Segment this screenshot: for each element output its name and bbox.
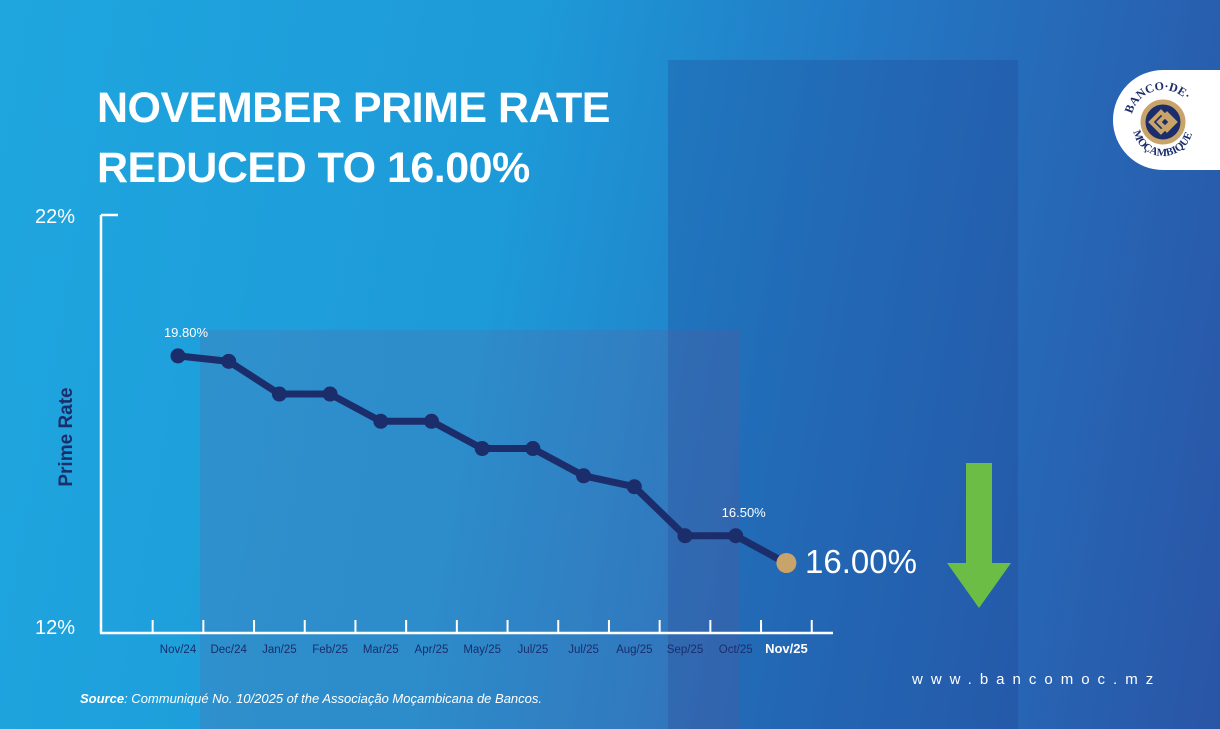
down-arrow-icon: [947, 463, 1011, 608]
title-line-2: REDUCED TO 16.00%: [97, 144, 530, 192]
data-point: [271, 386, 287, 402]
x-tick-label: Jul/25: [568, 644, 599, 656]
source-label: Source: [80, 691, 125, 706]
data-point: [474, 441, 490, 457]
x-tick-label: Nov/25: [765, 641, 808, 656]
source-text: : Communiqué No. 10/2025 of the Associaç…: [124, 691, 543, 706]
highlight-value-label: 16.00%: [805, 543, 917, 580]
title-line-1: NOVEMBER PRIME RATE: [97, 84, 610, 132]
x-tick-label: Aug/25: [616, 644, 652, 656]
data-point: [626, 479, 642, 495]
y-axis-label: Prime Rate: [56, 387, 77, 486]
x-tick-label: Nov/24: [160, 644, 197, 656]
data-point: [525, 441, 541, 457]
x-tick-label: Jul/25: [518, 644, 549, 656]
data-point: [677, 528, 693, 544]
website-link[interactable]: www.bancomoc.mz: [912, 671, 1162, 688]
data-point: [373, 413, 389, 429]
x-tick-label: May/25: [463, 644, 501, 656]
x-tick-label: Oct/25: [719, 644, 753, 656]
data-point: [170, 348, 186, 364]
x-tick-label: Dec/24: [210, 644, 247, 656]
data-point: [221, 353, 237, 369]
data-point: [576, 468, 592, 484]
x-tick-label: Feb/25: [312, 644, 348, 656]
y-tick-bottom: 12%: [35, 617, 75, 639]
data-label: 16.50%: [722, 505, 767, 520]
y-tick-top: 22%: [35, 206, 75, 228]
x-tick-label: Sep/25: [667, 644, 703, 656]
x-tick-label: Mar/25: [363, 644, 399, 656]
page-title: NOVEMBER PRIME RATE REDUCED TO 16.00%: [97, 78, 610, 198]
data-label: 19.80%: [164, 325, 209, 340]
data-point: [424, 413, 439, 429]
data-point: [776, 553, 797, 573]
banco-de-mocambique-logo: BANCO·DE· MOÇAMBIQUE: [1113, 70, 1220, 170]
x-tick-label: Jan/25: [262, 644, 297, 656]
series-line: [177, 352, 781, 563]
x-tick-label: Apr/25: [415, 644, 449, 656]
source-note: Source: Communiqué No. 10/2025 of the As…: [80, 691, 542, 706]
data-point: [322, 386, 338, 402]
background-tower: [668, 60, 1018, 729]
data-point: [728, 528, 744, 544]
